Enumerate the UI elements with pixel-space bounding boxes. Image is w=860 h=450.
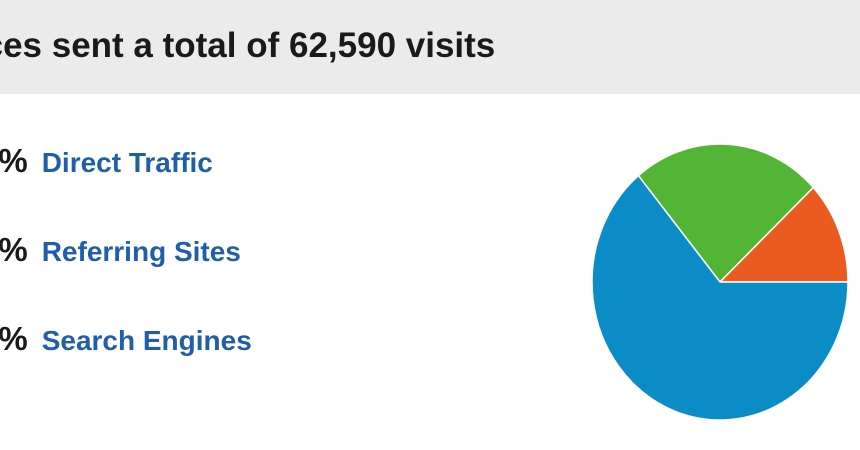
legend-item-direct-traffic: 4% Direct Traffic bbox=[0, 142, 213, 182]
pie-slice-referring-sites[interactable] bbox=[719, 186, 849, 283]
pie-slice-search-engines[interactable] bbox=[591, 174, 849, 421]
legend-percent-referring-sites: 8% bbox=[0, 231, 28, 268]
legend-item-referring-sites: 8% Referring Sites bbox=[0, 231, 241, 271]
pie-chart-svg bbox=[591, 143, 849, 421]
panel-header: rces sent a total of 62,590 visits bbox=[0, 0, 860, 94]
referring-sites-link[interactable]: Referring Sites bbox=[41, 236, 241, 267]
pie-chart bbox=[590, 140, 852, 424]
legend-item-search-engines: 6% Search Engines bbox=[0, 320, 252, 360]
pie-slice-direct-traffic[interactable] bbox=[637, 143, 815, 283]
direct-traffic-link[interactable]: Direct Traffic bbox=[41, 147, 213, 178]
panel-title: rces sent a total of 62,590 visits bbox=[0, 26, 496, 65]
legend-percent-search-engines: 6% bbox=[0, 320, 28, 357]
legend-percent-direct-traffic: 4% bbox=[0, 142, 28, 179]
search-engines-link[interactable]: Search Engines bbox=[41, 325, 252, 356]
